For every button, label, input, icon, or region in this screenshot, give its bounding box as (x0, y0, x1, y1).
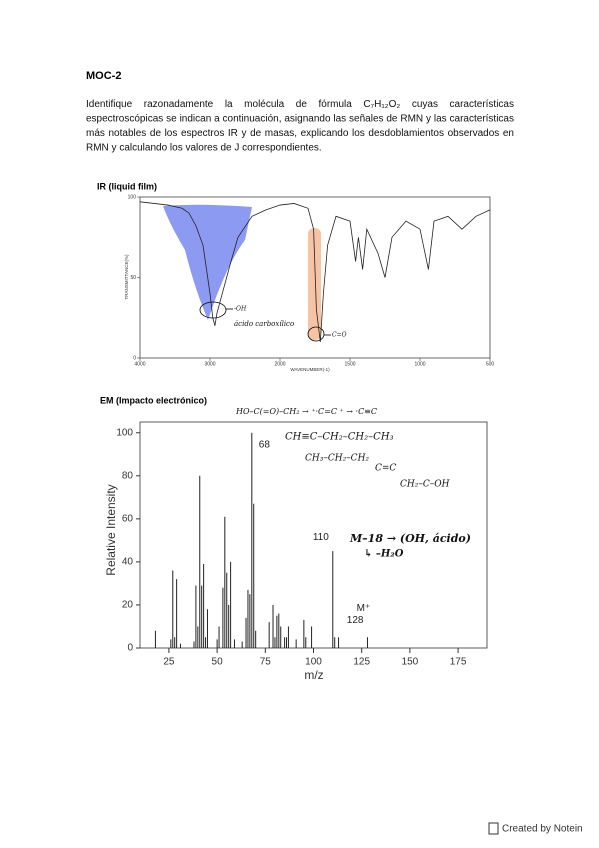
x-tick-label: 2000 (274, 361, 285, 367)
paragraph-line: RMN y calculando los valores de J corres… (86, 142, 322, 153)
doc-title: MOC-2 (86, 70, 121, 82)
ir-trace (139, 201, 491, 342)
logo (488, 822, 499, 835)
paragraph-line: más notables de los espectros IR y de ma… (86, 128, 514, 139)
x-tick-label: 150 (402, 657, 419, 668)
annotation: CH₂–C–OH (400, 480, 450, 490)
y-tick-label: 80 (122, 470, 134, 481)
y-tick-label: 60 (122, 513, 134, 524)
x-tick-label: 25 (163, 657, 175, 668)
annotation: ↳ –H₂O (364, 549, 404, 560)
ir-title: IR (liquid film) (97, 181, 157, 191)
peak-label: 128 (347, 615, 364, 626)
x-tick-label: 1000 (414, 361, 425, 367)
x-axis-label: m/z (304, 668, 323, 682)
annotation: ácido carboxílico (234, 320, 294, 328)
x-tick-label: 3000 (204, 361, 215, 367)
peak-label: 110 (313, 532, 329, 543)
x-tick-label: 125 (353, 657, 370, 668)
y-tick-label: 40 (122, 557, 134, 568)
annotation: -OH (234, 306, 247, 313)
y-tick-label: 100 (128, 194, 137, 200)
x-axis-label: WAVENUMBER(-1) (290, 367, 330, 372)
annotation: C=O (332, 332, 347, 339)
x-tick-label: 1500 (344, 361, 355, 367)
annotation: CH≡C–CH₂–CH₂–CH₃ (285, 432, 394, 443)
y-tick-label: 50 (130, 275, 136, 281)
annotation: CH₃–CH₂–CH₂ (305, 454, 369, 464)
y-axis-label: Relative Intensity (104, 484, 118, 575)
annotation: M–18 → (OH, ácido) (349, 532, 471, 545)
footer: Created by Notein (502, 824, 583, 835)
x-tick-label: 100 (305, 657, 322, 668)
co-circle (307, 326, 325, 342)
annotation: C=C (375, 464, 396, 474)
ms-title: EM (Impacto electrónico) (100, 395, 207, 405)
paragraph-line: Identifique razonadamente la molécula de… (86, 99, 514, 110)
co-highlight (308, 228, 321, 340)
x-tick-label: 500 (486, 361, 495, 367)
oh-highlight (163, 204, 252, 320)
scheme: HO–C(=O)–CH₂ → ⁺·C=C ⁺ → ·C≡C (235, 407, 377, 416)
x-tick-label: 4000 (134, 361, 145, 367)
x-tick-label: 175 (450, 657, 467, 668)
y-tick-label: 100 (116, 427, 133, 438)
y-tick-label: 20 (122, 600, 134, 611)
molecular-ion: M⁺ (357, 603, 371, 614)
peak-label: 68 (259, 439, 271, 450)
y-axis-label: TRANSMITTANCE(%) (124, 254, 129, 299)
x-tick-label: 50 (212, 657, 224, 668)
paragraph-line: espectroscópicas se indican a continuaci… (86, 113, 514, 124)
paragraph-text: Identifique razonadamente la molécula de… (86, 99, 514, 154)
y-tick-label: 0 (133, 355, 136, 361)
y-tick-label: 0 (127, 643, 133, 654)
x-tick-label: 75 (260, 657, 272, 668)
paragraph: Identifique razonadamente la molécula de… (86, 99, 514, 154)
